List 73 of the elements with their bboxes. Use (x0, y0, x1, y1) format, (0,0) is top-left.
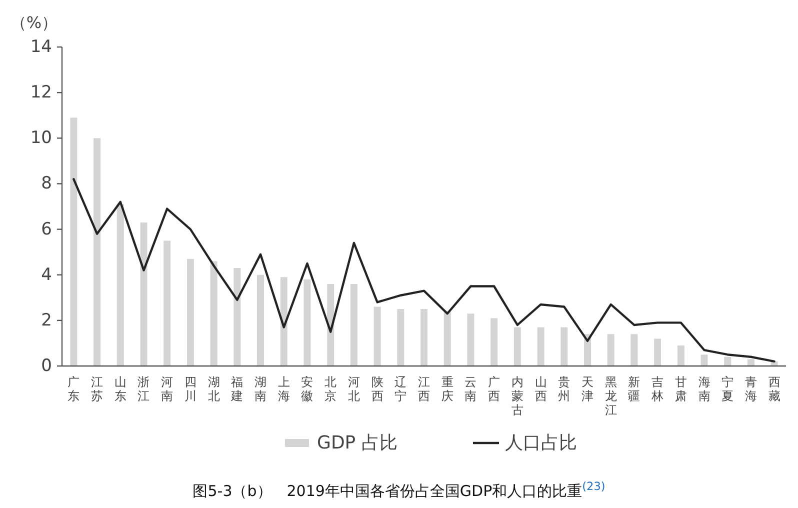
x-tick-label: 陕西 (371, 375, 384, 403)
bar (607, 334, 614, 366)
y-tick-label: 10 (30, 128, 52, 148)
y-tick-label: 6 (41, 219, 52, 240)
x-tick-label: 宁夏 (722, 375, 734, 403)
x-tick-label: 福建 (230, 375, 244, 403)
bar (514, 327, 521, 366)
x-tick-label: 贵州 (558, 375, 570, 403)
bar (164, 240, 171, 366)
x-tick-label: 山西 (534, 375, 547, 403)
bar (304, 279, 311, 366)
x-tick-label: 海南 (698, 375, 710, 403)
bar (397, 309, 404, 366)
x-tick-label: 山东 (114, 375, 126, 403)
bar (210, 261, 218, 366)
x-tick-label: 湖南 (254, 375, 267, 403)
bar (724, 356, 732, 366)
x-tick-label: 上海 (278, 375, 290, 403)
bar (747, 359, 754, 366)
x-tick-label: 广东 (68, 375, 80, 403)
y-tick-label: 2 (41, 310, 52, 330)
bar (94, 138, 101, 366)
x-tick-label: 西藏 (768, 375, 780, 403)
bar (420, 309, 428, 366)
x-tick-label: 安徽 (301, 375, 314, 403)
bar (350, 284, 358, 366)
bar (700, 354, 708, 366)
x-tick-label: 黑龙江 (604, 375, 617, 417)
legend-label: GDP 占比 (317, 432, 398, 454)
x-tick-label: 青海 (744, 375, 757, 403)
y-tick-label: 0 (41, 356, 52, 376)
bar (70, 118, 78, 366)
x-tick-label: 湖北 (208, 375, 220, 403)
x-tick-label: 内蒙古 (511, 375, 524, 417)
y-axis-title: （%） (10, 13, 58, 32)
y-tick-label: 14 (30, 37, 52, 57)
x-tick-label: 江苏 (91, 375, 104, 403)
bar (490, 318, 498, 366)
x-tick-label: 天津 (581, 375, 594, 403)
x-tick-label: 四川 (184, 375, 196, 403)
x-tick-label: 广西 (488, 375, 500, 403)
x-tick-label: 甘肃 (674, 375, 687, 403)
x-tick-label: 浙江 (138, 375, 150, 403)
line-series (72, 178, 776, 363)
y-tick-label: 8 (41, 174, 52, 194)
y-tick-label: 4 (41, 264, 52, 285)
bar (327, 284, 334, 366)
text: 图5-3（b） 2019年中国各省份占全国GDP和人口的比重$^{(23)}$ (192, 480, 606, 500)
bar (537, 327, 544, 366)
bar (444, 311, 451, 366)
x-tick-label: 辽宁 (394, 375, 407, 403)
x-tick-label: 河南 (161, 375, 174, 403)
x-tick-label: 河北 (348, 375, 360, 403)
bar (374, 306, 381, 366)
x-tick-label: 云南 (464, 375, 477, 403)
bar (280, 277, 288, 366)
bar (186, 258, 194, 366)
x-tick-label: 重庆 (441, 375, 454, 403)
bar (234, 268, 241, 366)
x-tick-label: 北京 (324, 375, 337, 403)
bar (654, 338, 662, 366)
bar (630, 334, 638, 366)
x-tick-label: 江西 (418, 375, 430, 403)
x-tick-label: 吉林 (650, 375, 664, 403)
legend-label: 人口占比 (505, 432, 577, 454)
bar (467, 314, 474, 366)
bar (140, 222, 148, 366)
bar (677, 345, 684, 366)
x-tick-label: 新疆 (628, 375, 640, 403)
bar (560, 327, 568, 366)
y-tick-label: 12 (30, 82, 52, 103)
bar (116, 204, 124, 366)
bar (257, 274, 264, 366)
